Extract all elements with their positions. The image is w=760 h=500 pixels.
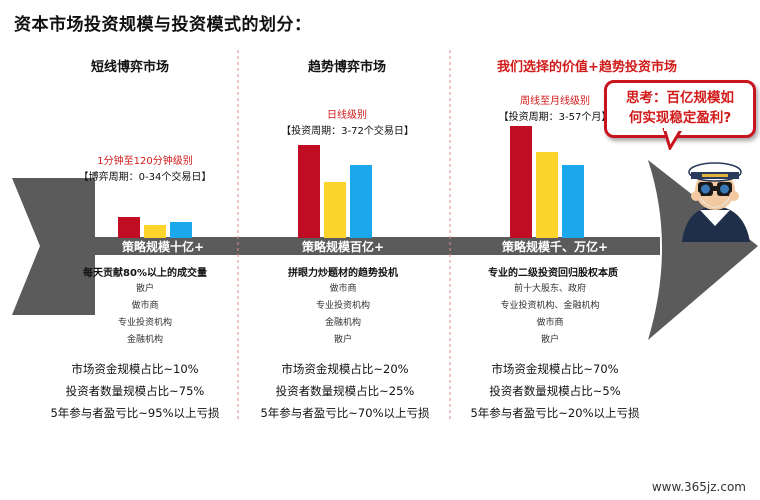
bar-blue: [562, 165, 584, 238]
axis-label-value-trend: 策略规模千、万亿+: [501, 240, 609, 254]
period-label-trend: 【投资周期：3-72个交易日】: [281, 126, 414, 137]
period-label-value-trend: 【投资周期：3-57个月】: [498, 112, 612, 123]
bar-yellow: [536, 152, 558, 238]
participant-item: 金融机构: [126, 335, 163, 345]
stat-line: 投资者数量规模占比~75%: [65, 384, 205, 398]
participant-item: 做市商: [536, 318, 564, 328]
participant-item: 前十大股东、政府: [513, 284, 586, 294]
arrow-tail: [12, 178, 95, 315]
participant-item: 专业投资机构、金融机构: [500, 301, 600, 311]
column-title-trend: 趋势博弈市场: [307, 60, 386, 75]
stat-line: 5年参与者盈亏比~95%以上亏损: [50, 406, 220, 420]
column-title-short-term: 短线博弈市场: [90, 60, 169, 75]
axis-label-short-term: 策略规模十亿+: [121, 240, 205, 254]
participant-item: 散户: [135, 284, 154, 294]
sailor-with-binoculars-icon: [682, 162, 750, 242]
level-label-short-term: 1分钟至120分钟级别: [97, 156, 193, 167]
stats-trend: 市场资金规模占比~20% 投资者数量规模占比~25% 5年参与者盈亏比~70%以…: [240, 358, 450, 424]
stat-line: 市场资金规模占比~10%: [71, 362, 199, 376]
participant-item: 散户: [333, 335, 352, 345]
participant-item: 散户: [540, 335, 559, 345]
participant-item: 专业投资机构: [117, 318, 172, 328]
bar-blue: [350, 165, 372, 238]
arrow-head: [648, 160, 758, 340]
level-label-value-trend: 周线至月线级别: [520, 96, 590, 107]
bar-group-short-term: [118, 186, 198, 238]
bar-red: [298, 145, 320, 238]
participant-item: 做市商: [131, 301, 159, 311]
bar-blue: [170, 222, 192, 238]
bar-yellow: [144, 225, 166, 238]
bar-yellow: [324, 182, 346, 238]
participants-short-term: 散户 做市商 专业投资机构 金融机构: [60, 281, 230, 349]
arrow-shaft: [90, 237, 660, 255]
participant-item: 金融机构: [324, 318, 361, 328]
feature-short-term: 每天贡献80%以上的成交量: [83, 268, 207, 279]
stats-value-trend: 市场资金规模占比~70% 投资者数量规模占比~5% 5年参与者盈亏比~20%以上…: [450, 358, 660, 424]
column-title-value-trend: 我们选择的价值+趋势投资市场: [497, 60, 677, 75]
participant-item: 专业投资机构: [315, 301, 370, 311]
bar-red: [118, 217, 140, 238]
bar-red: [510, 126, 532, 238]
axis-label-trend: 策略规模百亿+: [301, 240, 385, 254]
stat-line: 5年参与者盈亏比~70%以上亏损: [260, 406, 430, 420]
page-title: 资本市场投资规模与投资模式的划分：: [14, 15, 312, 35]
watermark: www.365jz.com: [651, 480, 746, 494]
callout-line-2: 何实现稳定盈利?: [628, 110, 732, 126]
bar-group-value-trend: [510, 126, 590, 238]
participant-item: 做市商: [329, 284, 357, 294]
stat-line: 市场资金规模占比~20%: [281, 362, 409, 376]
bar-group-trend: [298, 138, 378, 238]
stat-line: 投资者数量规模占比~25%: [275, 384, 415, 398]
callout-line-1: 思考：百亿规模如: [626, 90, 734, 106]
stat-line: 市场资金规模占比~70%: [491, 362, 619, 376]
feature-trend: 拼眼力炒题材的趋势投机: [288, 268, 398, 279]
stat-line: 投资者数量规模占比~5%: [489, 384, 621, 398]
stats-short-term: 市场资金规模占比~10% 投资者数量规模占比~75% 5年参与者盈亏比~95%以…: [30, 358, 240, 424]
stat-line: 5年参与者盈亏比~20%以上亏损: [470, 406, 640, 420]
participants-trend: 做市商 专业投资机构 金融机构 散户: [258, 281, 428, 349]
callout-pointer: [662, 128, 684, 150]
level-label-trend: 日线级别: [327, 110, 367, 121]
feature-value-trend: 专业的二级投资回归股权本质: [488, 268, 618, 279]
participants-value-trend: 前十大股东、政府 专业投资机构、金融机构 做市商 散户: [455, 281, 645, 349]
period-label-short-term: 【博弈周期：0-34个交易日】: [78, 172, 212, 183]
